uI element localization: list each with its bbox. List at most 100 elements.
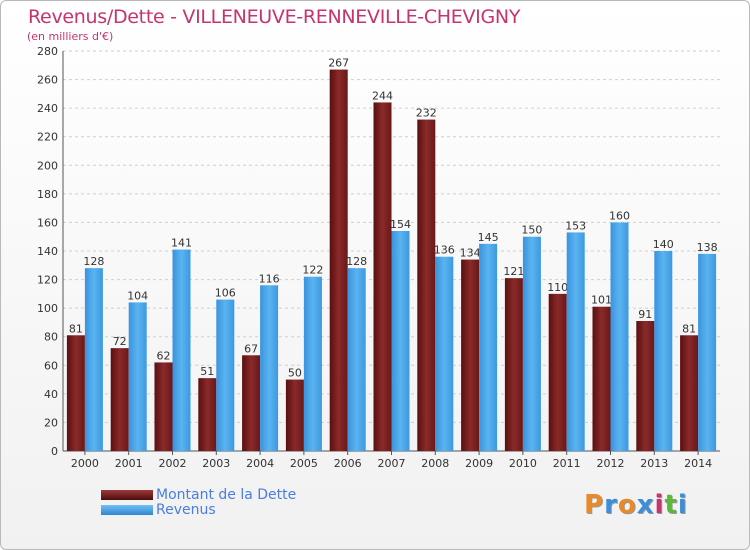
legend-swatch-debt: [101, 490, 153, 500]
x-tick-label: 2000: [71, 457, 99, 470]
data-label-debt: 67: [244, 342, 258, 355]
logo-letter: i: [677, 490, 688, 520]
y-tick-label: 160: [37, 216, 58, 229]
proxiti-logo: Proxiti: [584, 490, 688, 520]
y-tick-label: 0: [51, 445, 58, 458]
data-label-debt: 81: [682, 322, 696, 335]
data-label-revenue: 153: [565, 219, 586, 232]
bar-debt: [110, 348, 129, 451]
data-label-revenue: 140: [653, 238, 674, 251]
data-label-debt: 91: [638, 308, 652, 321]
y-tick-label: 280: [37, 45, 58, 58]
x-tick-label: 2011: [553, 457, 581, 470]
data-label-debt: 232: [416, 107, 437, 120]
x-tick-label: 2006: [334, 457, 362, 470]
bar-revenue: [172, 249, 191, 451]
bar-revenue: [260, 285, 279, 451]
data-label-debt: 72: [113, 335, 127, 348]
data-label-revenue: 154: [390, 218, 411, 231]
x-tick-label: 2001: [115, 457, 143, 470]
legend-swatch-revenue: [101, 505, 153, 515]
bar-debt: [329, 69, 348, 452]
data-label-debt: 62: [157, 349, 171, 362]
y-tick-label: 40: [44, 388, 58, 401]
data-label-revenue: 141: [171, 237, 192, 250]
data-label-revenue: 128: [346, 255, 367, 268]
bar-revenue: [566, 232, 585, 451]
y-tick-label: 260: [37, 74, 58, 87]
bar-revenue: [84, 268, 103, 451]
bar-revenue: [216, 299, 235, 451]
data-label-debt: 110: [547, 281, 568, 294]
legend-label-revenue: Revenus: [156, 502, 216, 518]
bar-debt: [504, 278, 523, 451]
data-label-debt: 51: [200, 365, 214, 378]
x-tick-label: 2002: [159, 457, 187, 470]
y-tick-label: 100: [37, 302, 58, 315]
y-tick-label: 60: [44, 359, 58, 372]
data-label-debt: 244: [372, 89, 393, 102]
data-label-revenue: 128: [83, 255, 104, 268]
bar-revenue: [610, 222, 629, 451]
data-label-revenue: 106: [215, 287, 236, 300]
y-tick-label: 240: [37, 102, 58, 115]
x-tick-label: 2013: [640, 457, 668, 470]
bar-revenue: [347, 268, 366, 451]
y-tick-label: 200: [37, 159, 58, 172]
bar-debt: [636, 321, 655, 451]
x-tick-label: 2010: [509, 457, 537, 470]
bar-revenue: [698, 253, 717, 451]
data-label-revenue: 150: [521, 224, 542, 237]
y-tick-label: 80: [44, 331, 58, 344]
bar-debt: [373, 102, 392, 451]
data-label-revenue: 138: [697, 241, 718, 254]
chart-title: Revenus/Dette - VILLENEUVE-RENNEVILLE-CH…: [28, 6, 521, 28]
data-label-debt: 101: [591, 294, 612, 307]
y-tick-label: 20: [44, 416, 58, 429]
bar-revenue: [522, 236, 541, 451]
data-label-debt: 134: [460, 247, 481, 260]
bar-revenue: [128, 302, 147, 451]
x-tick-label: 2014: [684, 457, 712, 470]
bar-debt: [417, 119, 436, 452]
bar-debt: [198, 378, 217, 451]
data-label-revenue: 145: [478, 231, 499, 244]
x-tick-label: 2007: [378, 457, 406, 470]
bar-debt: [461, 259, 480, 451]
logo-letter: r: [604, 490, 618, 520]
x-tick-label: 2012: [597, 457, 625, 470]
y-tick-label: 140: [37, 245, 58, 258]
logo-letter: t: [664, 490, 678, 520]
y-tick-label: 120: [37, 274, 58, 287]
logo-letter: x: [636, 490, 655, 520]
bar-revenue: [391, 231, 410, 451]
x-tick-label: 2005: [290, 457, 318, 470]
bar-revenue: [479, 243, 498, 451]
bar-revenue: [303, 276, 322, 451]
data-label-debt: 267: [328, 57, 349, 70]
logo-letter: P: [584, 490, 605, 520]
bar-debt: [154, 362, 173, 451]
bar-revenue: [654, 251, 673, 451]
data-label-revenue: 160: [609, 209, 630, 222]
data-label-debt: 121: [503, 265, 524, 278]
data-label-revenue: 116: [259, 272, 280, 285]
bar-debt: [66, 335, 85, 451]
x-tick-label: 2003: [202, 457, 230, 470]
legend-label-debt: Montant de la Dette: [156, 487, 297, 503]
logo-letter: i: [654, 490, 665, 520]
data-label-revenue: 122: [302, 264, 323, 277]
bar-debt: [592, 306, 611, 451]
chart-subtitle: (en milliers d'€): [27, 30, 114, 43]
y-tick-label: 220: [37, 131, 58, 144]
x-tick-label: 2008: [421, 457, 449, 470]
bar-revenue: [435, 256, 454, 451]
bar-debt: [285, 379, 304, 451]
data-label-revenue: 104: [127, 289, 148, 302]
data-label-debt: 50: [288, 367, 302, 380]
bar-debt: [242, 355, 261, 451]
data-label-debt: 81: [69, 322, 83, 335]
logo-letter: o: [617, 490, 637, 520]
